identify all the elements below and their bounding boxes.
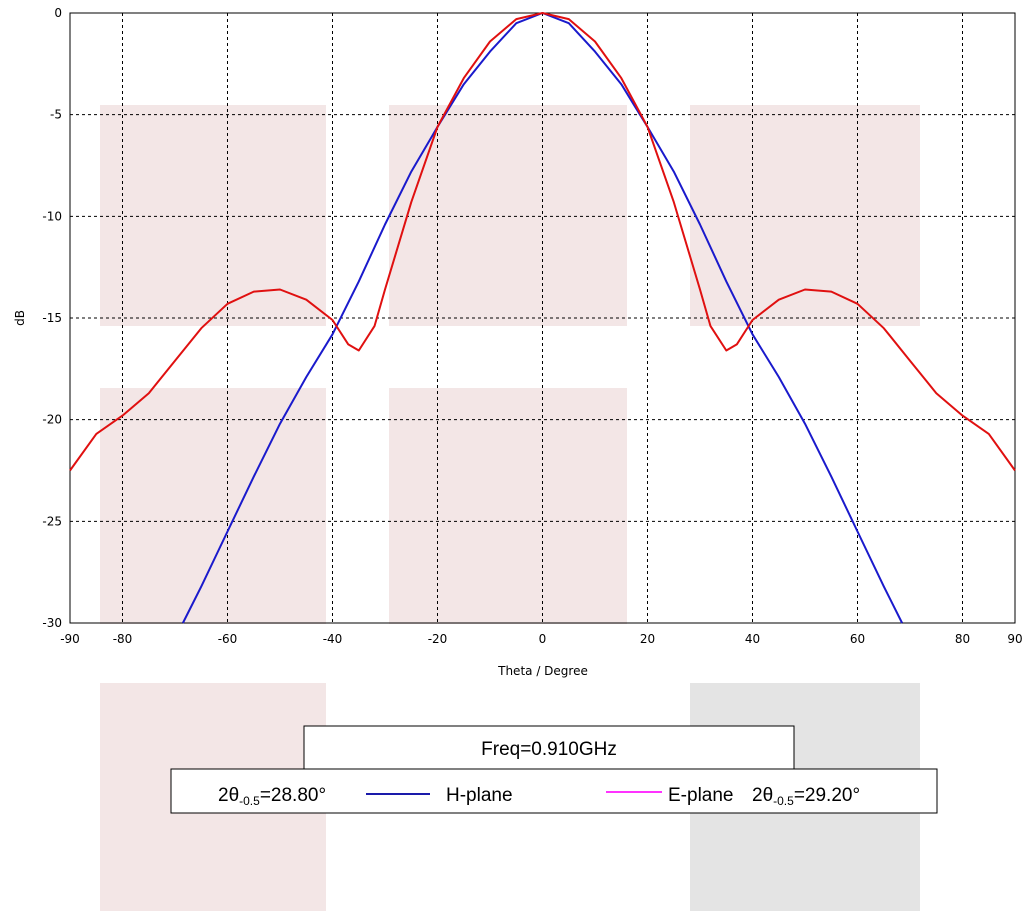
x-tick-label: 40 — [745, 632, 760, 646]
x-tick-label: -90 — [60, 632, 80, 646]
y-tick-label: -15 — [42, 311, 62, 325]
y-tick-label: -20 — [42, 413, 62, 427]
x-tick-label: -40 — [323, 632, 343, 646]
y-tick-label: -10 — [42, 209, 62, 223]
y-tick-label: -30 — [42, 616, 62, 630]
y-tick-label: -25 — [42, 514, 62, 528]
h-beamwidth-label: 2θ-0.5=28.80° — [218, 785, 326, 808]
x-tick-label: -20 — [428, 632, 448, 646]
shade-block — [389, 388, 627, 624]
x-tick-label: 20 — [640, 632, 655, 646]
x-tick-label: -80 — [113, 632, 133, 646]
y-axis-title: dB — [13, 310, 27, 326]
x-tick-label: -60 — [218, 632, 238, 646]
x-tick-label: 60 — [850, 632, 865, 646]
x-tick-label: 80 — [955, 632, 970, 646]
x-tick-label: 90 — [1007, 632, 1022, 646]
shade-block — [100, 388, 326, 624]
shade-block — [690, 105, 920, 326]
y-tick-label: -5 — [50, 108, 62, 122]
e-plane-label: E-plane — [668, 785, 734, 806]
y-tick-label: 0 — [54, 6, 62, 20]
x-tick-label: 0 — [539, 632, 547, 646]
h-plane-label: H-plane — [446, 785, 513, 806]
e-beamwidth-label: 2θ-0.5=29.20° — [752, 785, 860, 808]
frequency-label: Freq=0.910GHz — [481, 739, 617, 760]
x-axis-title: Theta / Degree — [497, 664, 588, 678]
shade-block — [100, 105, 326, 326]
shade-block — [389, 105, 627, 326]
